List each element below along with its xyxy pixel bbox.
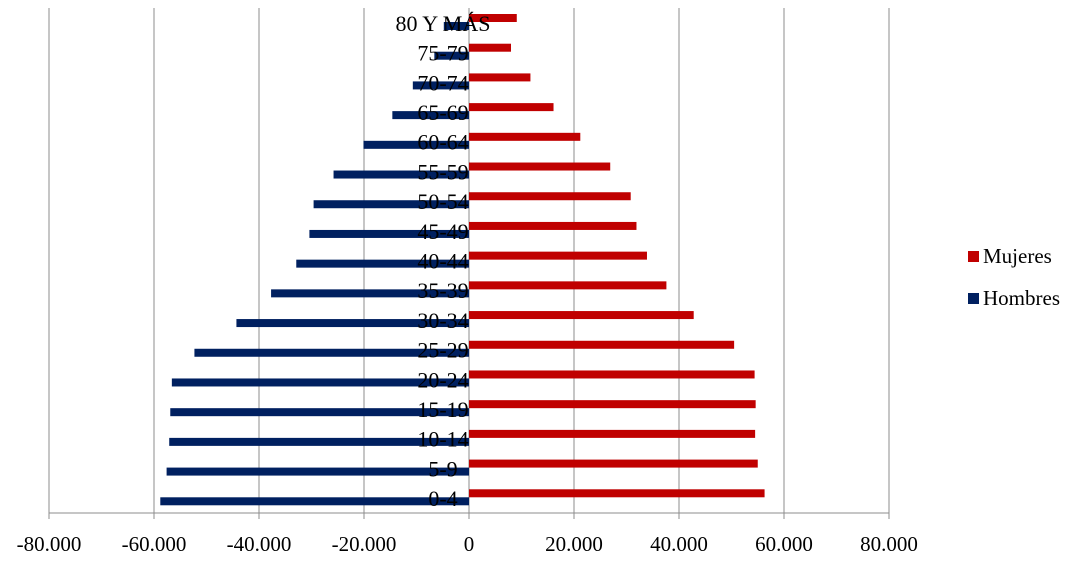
- bar-hombres-12: [363, 140, 469, 149]
- category-label-2: 10-14: [417, 427, 468, 452]
- bar-mujeres-13: [469, 103, 554, 112]
- bar-mujeres-5: [469, 340, 735, 349]
- x-tick-label-5: 20.000: [545, 532, 603, 556]
- bar-mujeres-4: [469, 370, 755, 379]
- bar-hombres-6: [236, 319, 469, 328]
- bar-mujeres-11: [469, 162, 611, 171]
- category-label-1: 5-9: [428, 456, 457, 481]
- x-tick-label-6: 40.000: [650, 532, 708, 556]
- bar-mujeres-8: [469, 251, 647, 260]
- category-label-0: 0-4: [428, 486, 457, 511]
- bar-mujeres-1: [469, 459, 758, 468]
- bar-mujeres-2: [469, 429, 756, 438]
- bar-mujeres-14: [469, 73, 531, 82]
- x-tick-label-4: 0: [464, 532, 475, 556]
- legend-label-mujeres: Mujeres: [983, 243, 1052, 268]
- x-tick-label-8: 80.000: [860, 532, 918, 556]
- bar-hombres-7: [271, 289, 469, 298]
- category-label-6: 30-34: [417, 308, 468, 333]
- bar-mujeres-15: [469, 43, 511, 52]
- bar-hombres-3: [170, 408, 469, 417]
- bar-hombres-4: [171, 378, 469, 387]
- x-tick-label-7: 60.000: [755, 532, 813, 556]
- bar-hombres-11: [333, 170, 469, 179]
- category-label-13: 65-69: [417, 100, 468, 125]
- bar-mujeres-16: [469, 14, 517, 22]
- bar-hombres-13: [392, 111, 469, 120]
- bar-hombres-0: [160, 497, 470, 506]
- legend: Mujeres Hombres: [968, 242, 1060, 326]
- bar-mujeres-0: [469, 489, 765, 498]
- bar-hombres-16: [443, 22, 469, 30]
- x-tick-label-1: -60.000: [122, 532, 187, 556]
- bar-hombres-15: [434, 51, 469, 60]
- category-label-4: 20-24: [417, 367, 468, 392]
- x-tick-label-2: -40.000: [227, 532, 292, 556]
- bar-hombres-9: [309, 229, 469, 238]
- legend-item-mujeres: Mujeres: [968, 242, 1060, 270]
- category-label-12: 60-64: [417, 130, 468, 155]
- bar-hombres-14: [412, 81, 469, 90]
- bar-mujeres-9: [469, 221, 637, 230]
- category-label-8: 40-44: [417, 249, 468, 274]
- legend-swatch-mujeres: [968, 250, 979, 262]
- legend-label-hombres: Hombres: [983, 285, 1060, 310]
- bar-mujeres-10: [469, 192, 631, 201]
- category-label-11: 55-59: [417, 159, 468, 184]
- category-label-5: 25-29: [417, 338, 468, 363]
- bar-hombres-2: [169, 437, 469, 446]
- x-tick-label-3: -20.000: [332, 532, 397, 556]
- category-label-9: 45-49: [417, 219, 468, 244]
- category-label-7: 35-39: [417, 278, 468, 303]
- bar-hombres-8: [296, 259, 469, 268]
- bar-mujeres-12: [469, 132, 581, 141]
- category-label-14: 70-74: [417, 70, 468, 95]
- category-label-16: 80 Y MÁS: [396, 11, 491, 36]
- x-tick-label-0: -80.000: [17, 532, 82, 556]
- bar-mujeres-3: [469, 400, 756, 409]
- category-label-10: 50-54: [417, 189, 468, 214]
- bar-hombres-1: [166, 467, 469, 476]
- bar-hombres-10: [313, 200, 469, 209]
- category-label-15: 75-79: [417, 41, 468, 66]
- bar-mujeres-6: [469, 311, 694, 320]
- legend-item-hombres: Hombres: [968, 284, 1060, 312]
- category-label-3: 15-19: [417, 397, 468, 422]
- legend-swatch-hombres: [968, 292, 979, 304]
- bar-hombres-5: [194, 348, 470, 357]
- bar-mujeres-7: [469, 281, 667, 290]
